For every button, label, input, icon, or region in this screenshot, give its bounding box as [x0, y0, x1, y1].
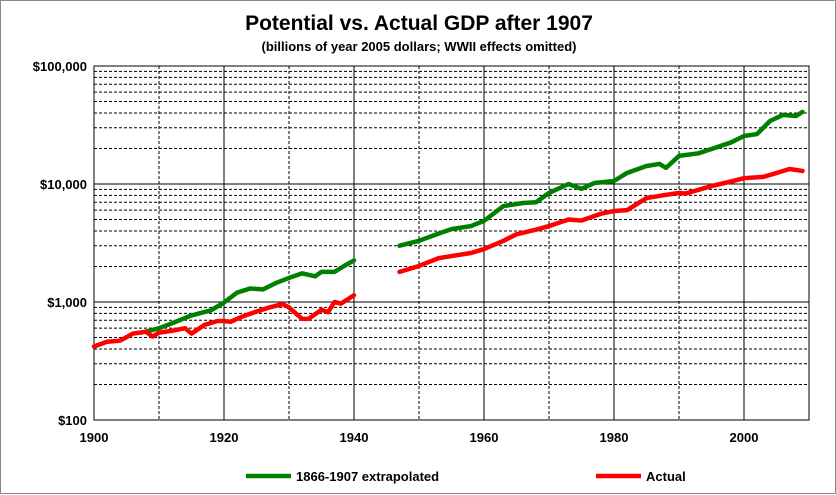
- legend-label: 1866-1907 extrapolated: [296, 469, 439, 484]
- legend-label: Actual: [646, 469, 686, 484]
- series-line-actual: [397, 166, 805, 275]
- gridlines: [93, 65, 810, 421]
- x-tick-label: 1940: [340, 430, 369, 445]
- y-tick-label: $100: [58, 413, 87, 428]
- chart-title: Potential vs. Actual GDP after 1907: [245, 12, 593, 35]
- series-line-extrapolated: [143, 258, 357, 334]
- series-line-actual: [91, 293, 357, 349]
- y-tick-label: $100,000: [33, 59, 87, 74]
- x-tick-label: 1900: [80, 430, 109, 445]
- series-lines: [91, 109, 805, 349]
- plot-area: [93, 65, 810, 421]
- x-tick-label: 1920: [210, 430, 239, 445]
- series-line-extrapolated: [397, 109, 805, 248]
- x-tick-label: 1980: [600, 430, 629, 445]
- y-tick-label: $10,000: [40, 177, 87, 192]
- chart-subtitle: (billions of year 2005 dollars; WWII eff…: [262, 39, 577, 54]
- x-tick-label: 2000: [730, 430, 759, 445]
- x-tick-label: 1960: [470, 430, 499, 445]
- legend: 1866-1907 extrapolated Actual: [246, 469, 686, 484]
- tick-labels: 1900 1920 1940 1960 1980 2000 $100 $1,000 $10,00…: [33, 59, 759, 445]
- y-tick-label: $1,000: [47, 295, 87, 310]
